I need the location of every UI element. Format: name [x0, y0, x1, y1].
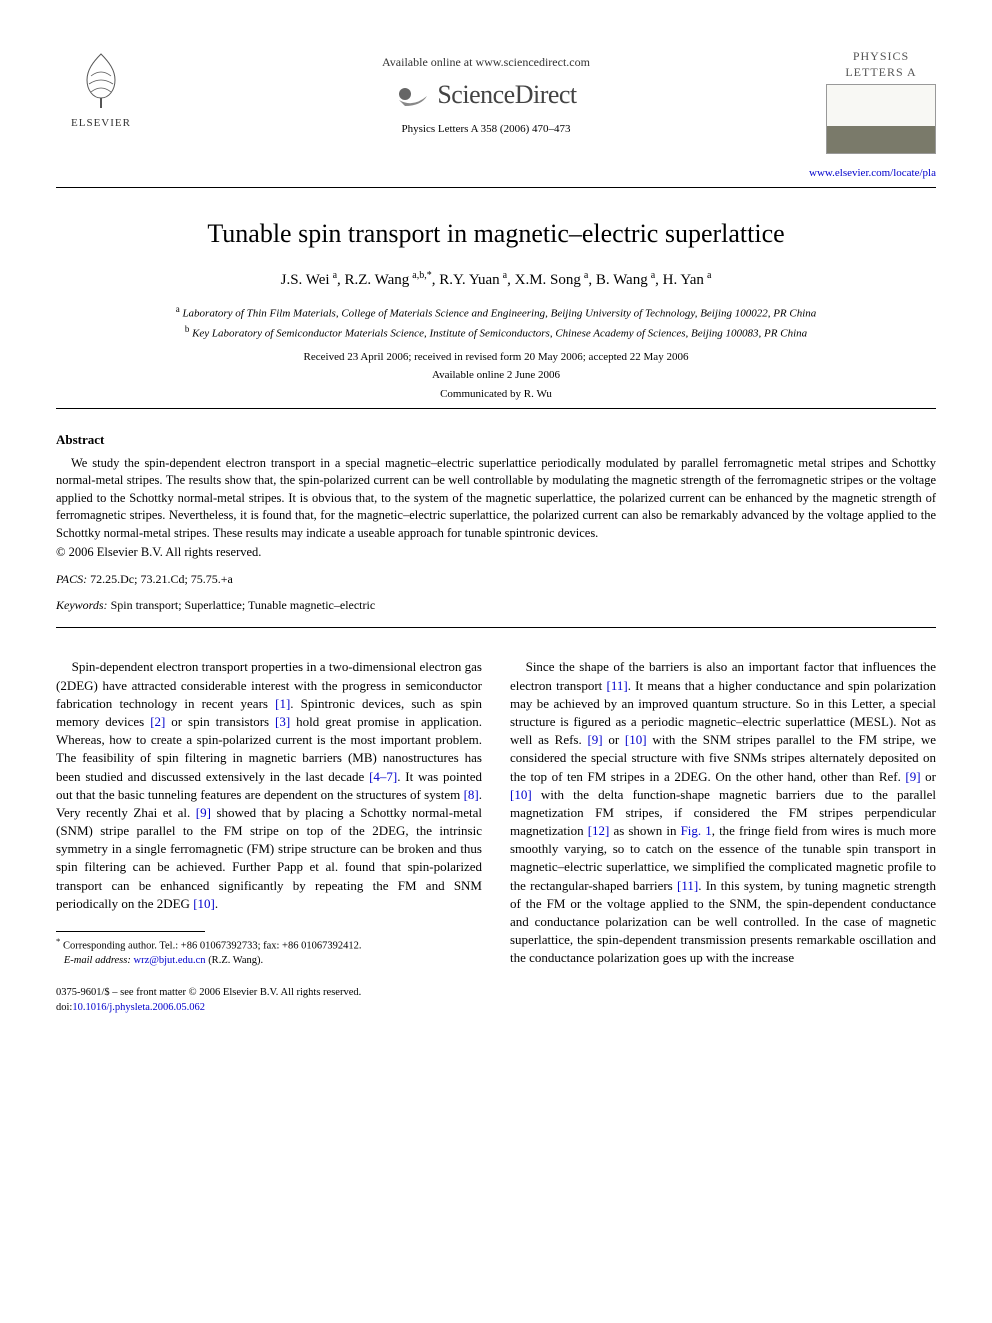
pacs-line: PACS: 72.25.Dc; 73.21.Cd; 75.75.+a	[56, 571, 936, 587]
publisher-block: ELSEVIER	[56, 48, 146, 131]
ref-link[interactable]: [11]	[677, 878, 698, 893]
elsevier-tree-icon	[69, 48, 133, 112]
journal-url-link[interactable]: www.elsevier.com/locate/pla	[809, 167, 936, 179]
pacs-codes: 72.25.Dc; 73.21.Cd; 75.75.+a	[90, 572, 233, 586]
column-right: Since the shape of the barriers is also …	[510, 658, 936, 1015]
article-title: Tunable spin transport in magnetic–elect…	[56, 216, 936, 251]
column-left: Spin-dependent electron transport proper…	[56, 658, 482, 1015]
center-header: Available online at www.sciencedirect.co…	[146, 48, 826, 137]
keywords-line: Keywords: Spin transport; Superlattice; …	[56, 597, 936, 613]
publisher-label: ELSEVIER	[71, 116, 131, 131]
available-online-text: Available online at www.sciencedirect.co…	[146, 54, 826, 70]
doi-link[interactable]: 10.1016/j.physleta.2006.05.062	[72, 1002, 205, 1013]
keywords-label: Keywords:	[56, 598, 108, 612]
ref-link[interactable]: [9]	[905, 769, 920, 784]
ref-link[interactable]: [9]	[587, 732, 602, 747]
abstract-copyright: © 2006 Elsevier B.V. All rights reserved…	[56, 544, 936, 561]
ref-link[interactable]: [10]	[625, 732, 647, 747]
abstract-para: We study the spin-dependent electron tra…	[56, 455, 936, 543]
journal-cover-block: PHYSICS LETTERS A	[826, 48, 936, 154]
pacs-label: PACS:	[56, 572, 87, 586]
mid-rule-1	[56, 408, 936, 409]
ref-link[interactable]: [2]	[150, 714, 165, 729]
journal-url: www.elsevier.com/locate/pla	[56, 166, 936, 181]
email-label: E-mail address:	[64, 955, 131, 966]
corr-email-paren: (R.Z. Wang).	[208, 955, 263, 966]
online-line: Available online 2 June 2006	[56, 368, 936, 383]
header-row: ELSEVIER Available online at www.science…	[56, 48, 936, 154]
body-col2-p1: Since the shape of the barriers is also …	[510, 658, 936, 967]
corresponding-footnote: * Corresponding author. Tel.: +86 010673…	[56, 936, 482, 968]
corr-text: Corresponding author. Tel.: +86 01067392…	[63, 941, 361, 952]
footnote-rule	[56, 931, 205, 932]
corr-email-link[interactable]: wrz@bjut.edu.cn	[133, 955, 205, 966]
journal-cover-label: PHYSICS LETTERS A	[826, 48, 936, 80]
ref-link[interactable]: [9]	[196, 805, 211, 820]
doi-line: doi:10.1016/j.physleta.2006.05.062	[56, 1001, 482, 1016]
abstract-text: We study the spin-dependent electron tra…	[56, 455, 936, 543]
affiliations: a Laboratory of Thin Film Materials, Col…	[56, 303, 936, 342]
received-line: Received 23 April 2006; received in revi…	[56, 350, 936, 365]
ref-link[interactable]: [10]	[193, 896, 215, 911]
ref-link[interactable]: [12]	[588, 823, 610, 838]
dates-block: Received 23 April 2006; received in revi…	[56, 350, 936, 403]
footer-block: 0375-9601/$ – see front matter © 2006 El…	[56, 986, 482, 1015]
citation-line: Physics Letters A 358 (2006) 470–473	[146, 122, 826, 137]
ref-link[interactable]: [10]	[510, 787, 532, 802]
journal-cover-thumb	[826, 84, 936, 154]
body-columns: Spin-dependent electron transport proper…	[56, 658, 936, 1015]
ref-link[interactable]: [1]	[275, 696, 290, 711]
affiliation: a Laboratory of Thin Film Materials, Col…	[56, 303, 936, 322]
corr-marker: *	[56, 936, 60, 946]
mid-rule-2	[56, 627, 936, 628]
ref-link[interactable]: [11]	[607, 678, 628, 693]
communicated-line: Communicated by R. Wu	[56, 387, 936, 402]
ref-link[interactable]: [4–7]	[369, 769, 397, 784]
authors-line: J.S. Wei a, R.Z. Wang a,b,*, R.Y. Yuan a…	[56, 269, 936, 290]
affiliation: b Key Laboratory of Semiconductor Materi…	[56, 323, 936, 342]
ref-link[interactable]: [3]	[275, 714, 290, 729]
body-col1-p1: Spin-dependent electron transport proper…	[56, 658, 482, 913]
sciencedirect-swoosh-icon	[395, 76, 431, 112]
keywords-text: Spin transport; Superlattice; Tunable ma…	[111, 598, 376, 612]
front-matter-line: 0375-9601/$ – see front matter © 2006 El…	[56, 986, 482, 1001]
ref-link[interactable]: Fig. 1	[681, 823, 712, 838]
doi-label: doi:	[56, 1002, 72, 1013]
sciencedirect-logo: ScienceDirect	[395, 76, 576, 112]
sciencedirect-text: ScienceDirect	[437, 77, 576, 112]
top-rule	[56, 187, 936, 188]
abstract-heading: Abstract	[56, 431, 936, 449]
ref-link[interactable]: [8]	[464, 787, 479, 802]
